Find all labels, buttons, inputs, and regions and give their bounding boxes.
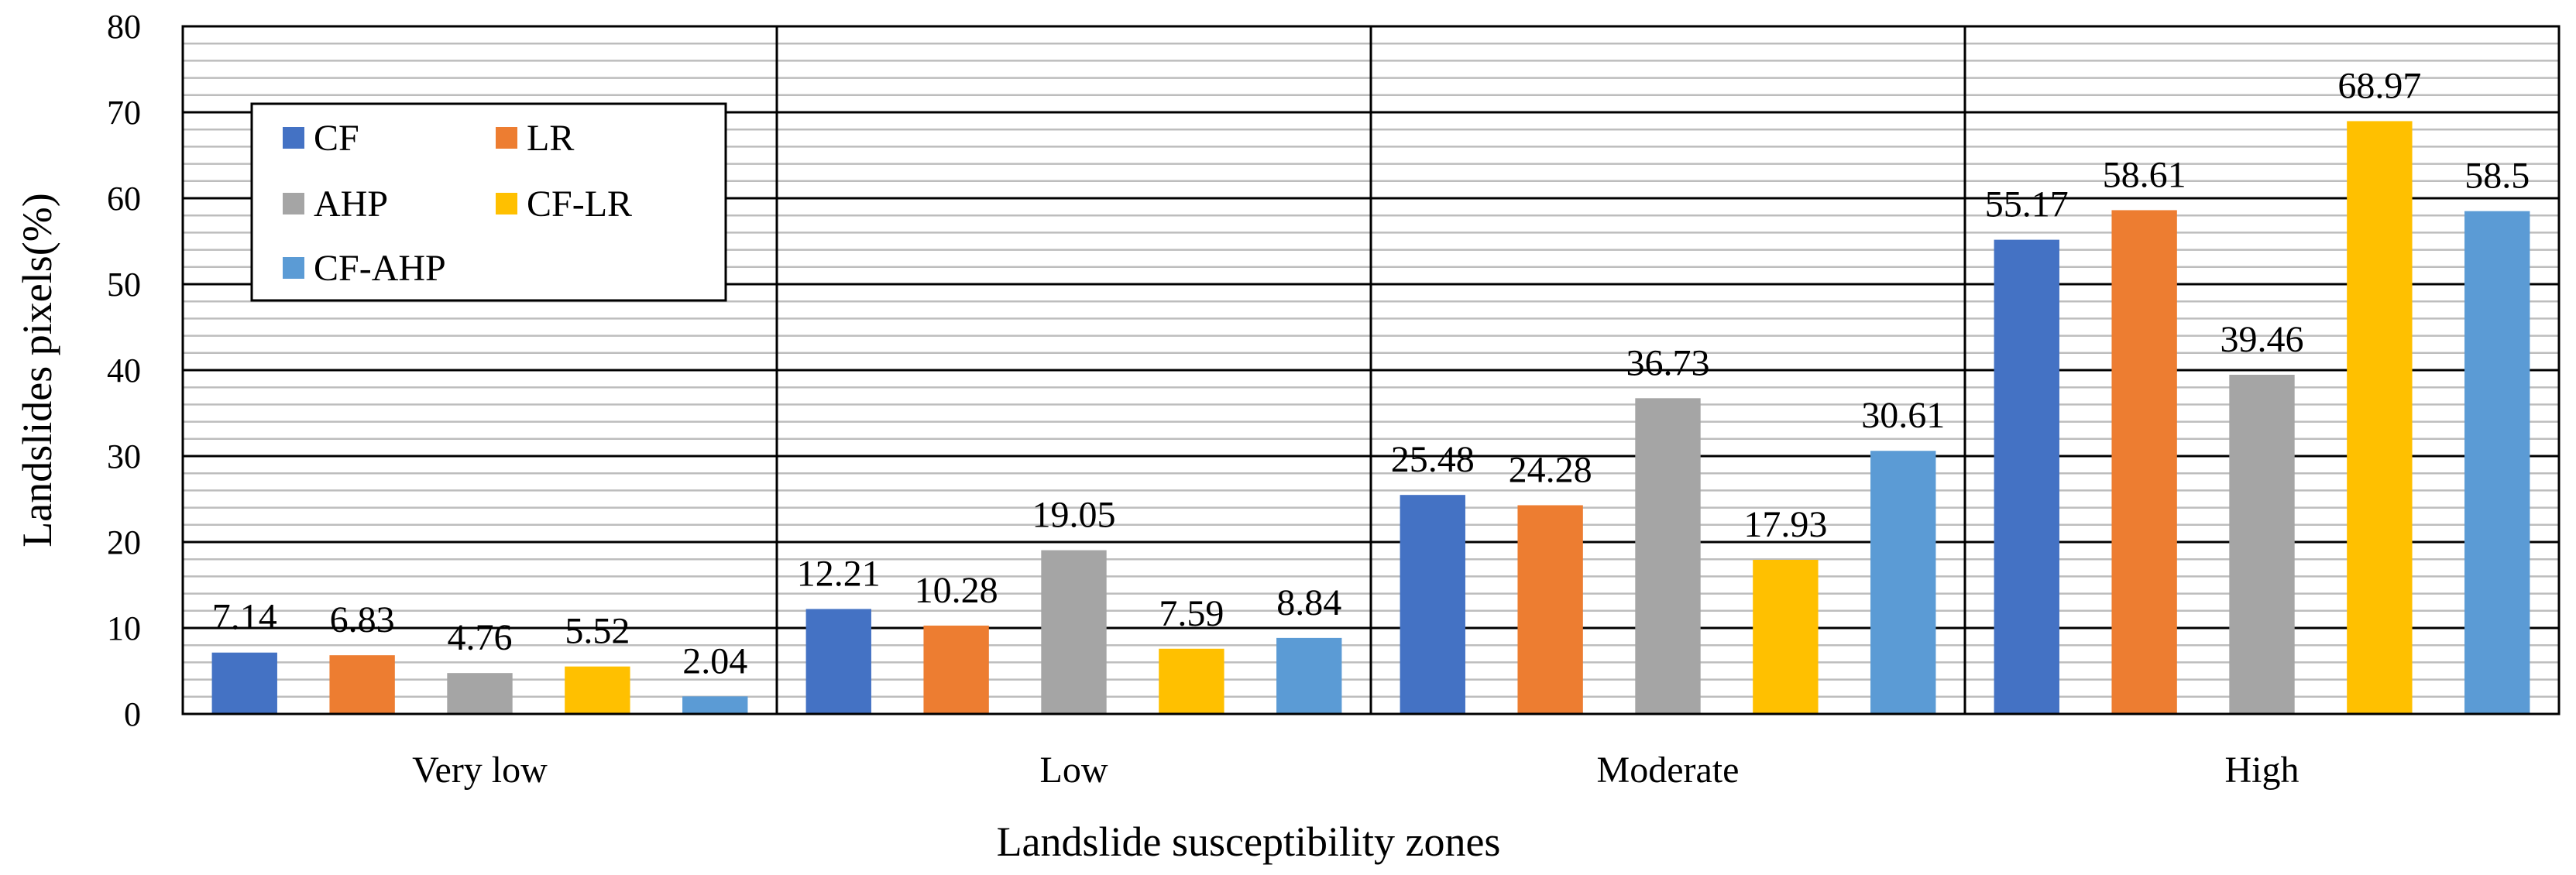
bar-ahp-very-low	[447, 673, 513, 714]
bar-ahp-high	[2229, 374, 2295, 714]
bar-cf-ahp-high	[2464, 211, 2530, 714]
y-tick-label: 60	[107, 180, 141, 218]
bar-cf-very-low	[211, 652, 277, 714]
y-tick-label: 50	[107, 266, 141, 304]
legend-box	[250, 102, 727, 302]
legend-swatch	[496, 193, 517, 214]
bar-cf-ahp-low	[1276, 637, 1342, 714]
data-label: 17.93	[1743, 504, 1827, 545]
data-label: 30.61	[1861, 395, 1945, 436]
bar-cf-ahp-moderate	[1870, 451, 1936, 714]
data-label: 2.04	[682, 640, 747, 681]
bar-lr-moderate	[1517, 505, 1583, 714]
legend-swatch	[283, 193, 304, 214]
data-label: 24.28	[1509, 449, 1592, 490]
data-label: 25.48	[1391, 439, 1475, 480]
y-tick-label: 10	[107, 609, 141, 647]
bar-lr-high	[2111, 210, 2177, 715]
y-tick-label: 40	[107, 352, 141, 389]
legend-label: CF	[314, 118, 359, 159]
legend-swatch	[283, 257, 304, 279]
data-label: 58.61	[2103, 154, 2186, 195]
bar-lr-low	[923, 625, 989, 714]
bar-cf-lr-high	[2347, 121, 2413, 715]
bar-cf-ahp-very-low	[682, 696, 748, 714]
bar-cf-lr-low	[1159, 648, 1224, 714]
bar-cf-lr-very-low	[565, 666, 630, 714]
axes: 0 10 20 30 40 50 60 70 80 Very low Low Moderate High…	[14, 8, 2300, 865]
y-tick-label: 70	[107, 94, 141, 132]
legend-label: CF-LR	[527, 184, 632, 225]
data-label: 8.84	[1276, 582, 1341, 623]
x-category-label: High	[2225, 750, 2300, 791]
data-label: 12.21	[797, 553, 881, 594]
x-axis-title: Landslide susceptibility zones	[997, 818, 1501, 865]
x-category-label: Low	[1040, 750, 1108, 791]
x-category-label: Very low	[412, 750, 548, 791]
legend-swatch	[496, 127, 517, 149]
data-label: 10.28	[915, 570, 998, 611]
bar-cf-moderate	[1400, 495, 1465, 714]
bar-lr-very-low	[329, 655, 395, 714]
legend-label: CF-AHP	[314, 248, 446, 289]
y-axis-title: Landslides pixels(%)	[14, 193, 60, 547]
data-label: 19.05	[1032, 495, 1116, 536]
data-label: 58.5	[2464, 156, 2530, 197]
legend: CF LR AHP CF-LR CF-AHP	[250, 102, 727, 302]
bars	[211, 121, 2530, 715]
legend-swatch	[283, 127, 304, 149]
data-labels: 7.14 6.83 4.76 5.52 2.04 12.21 10.28 19.05 7.59 8…	[212, 65, 2530, 681]
legend-label: AHP	[314, 184, 388, 225]
data-label: 7.59	[1159, 593, 1224, 634]
data-label: 55.17	[1985, 184, 2069, 225]
bar-ahp-low	[1041, 550, 1107, 714]
y-tick-label: 0	[124, 695, 141, 733]
data-label: 7.14	[212, 597, 277, 638]
y-tick-label: 20	[107, 523, 141, 561]
data-label: 68.97	[2337, 65, 2421, 106]
legend-label: LR	[527, 118, 574, 159]
bar-ahp-moderate	[1635, 398, 1701, 714]
y-tick-label: 80	[107, 8, 141, 46]
bar-cf-low	[805, 609, 871, 714]
bar-cf-lr-moderate	[1753, 559, 1819, 714]
data-label: 36.73	[1626, 342, 1710, 383]
data-label: 39.46	[2221, 319, 2304, 360]
bar-cf-high	[1994, 239, 2059, 714]
data-label: 5.52	[565, 611, 630, 652]
y-tick-label: 30	[107, 438, 141, 475]
plot-frame	[181, 25, 2561, 715]
data-label: 6.83	[330, 599, 395, 640]
x-category-label: Moderate	[1597, 750, 1740, 791]
data-label: 4.76	[448, 617, 513, 658]
